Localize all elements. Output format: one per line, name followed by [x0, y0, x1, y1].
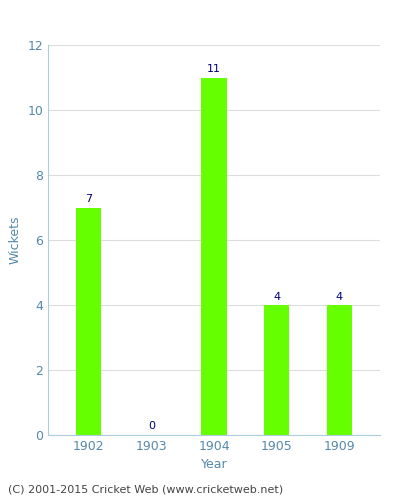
Text: 0: 0: [148, 421, 155, 431]
Text: 4: 4: [336, 292, 343, 302]
Bar: [264, 305, 289, 435]
Y-axis label: Wickets: Wickets: [9, 216, 22, 264]
Text: (C) 2001-2015 Cricket Web (www.cricketweb.net): (C) 2001-2015 Cricket Web (www.cricketwe…: [8, 485, 283, 495]
Text: 11: 11: [207, 64, 221, 74]
Bar: [327, 305, 352, 435]
X-axis label: Year: Year: [201, 458, 227, 471]
Bar: [202, 78, 226, 435]
Text: 7: 7: [85, 194, 92, 204]
Bar: [76, 208, 101, 435]
Text: 4: 4: [273, 292, 280, 302]
